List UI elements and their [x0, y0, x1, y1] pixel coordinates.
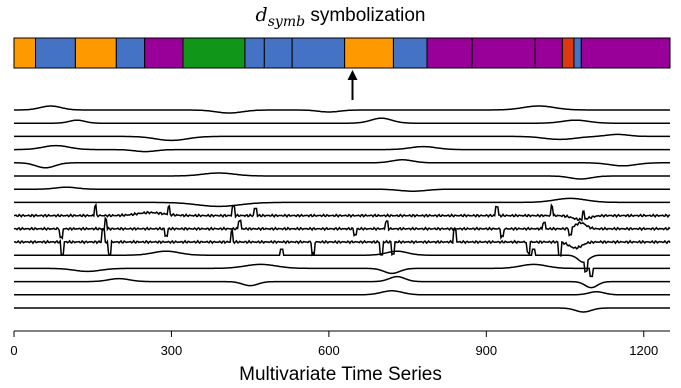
- series-line: [14, 308, 670, 312]
- symbol-segment: [245, 38, 264, 68]
- x-tick-label: 1200: [629, 343, 658, 358]
- symbol-segment: [345, 38, 394, 68]
- symbol-segment: [427, 38, 472, 68]
- symbol-segment: [535, 38, 562, 68]
- x-axis-label: Multivariate Time Series: [0, 364, 681, 386]
- series-line: [14, 291, 670, 295]
- series-line: [14, 198, 670, 206]
- symbol-segment: [14, 38, 36, 68]
- symbol-segment: [581, 38, 670, 68]
- time-series-lines: [14, 106, 670, 312]
- series-line: [14, 146, 670, 152]
- series-line: [14, 187, 670, 191]
- symbol-segment: [562, 38, 574, 68]
- symbol-segment: [472, 38, 535, 68]
- arrow-head: [347, 70, 357, 80]
- symbolization-bar: [14, 38, 670, 68]
- symbolization-arrow: [347, 70, 357, 100]
- symbol-segment: [393, 38, 427, 68]
- x-tick-label: 600: [318, 343, 340, 358]
- series-line: [14, 264, 670, 276]
- series-line: [14, 160, 670, 168]
- x-tick-label: 300: [161, 343, 183, 358]
- series-line: [14, 106, 670, 113]
- series-line: [14, 277, 670, 288]
- symbol-segment: [574, 38, 581, 68]
- symbol-segment: [75, 38, 116, 68]
- x-tick-label: 0: [10, 343, 17, 358]
- series-line: [14, 173, 670, 179]
- series-line: [14, 218, 670, 238]
- series-line: [14, 134, 670, 140]
- symbol-segment: [183, 38, 245, 68]
- series-line: [14, 118, 670, 123]
- x-axis: 0 300 600 900 1200: [10, 331, 670, 358]
- symbol-segment: [145, 38, 183, 68]
- symbol-segment: [292, 38, 344, 68]
- series-line: [14, 205, 670, 221]
- symbol-segment: [116, 38, 144, 68]
- x-tick-label: 900: [475, 343, 497, 358]
- symbol-segment: [264, 38, 292, 68]
- symbol-segment: [36, 38, 76, 68]
